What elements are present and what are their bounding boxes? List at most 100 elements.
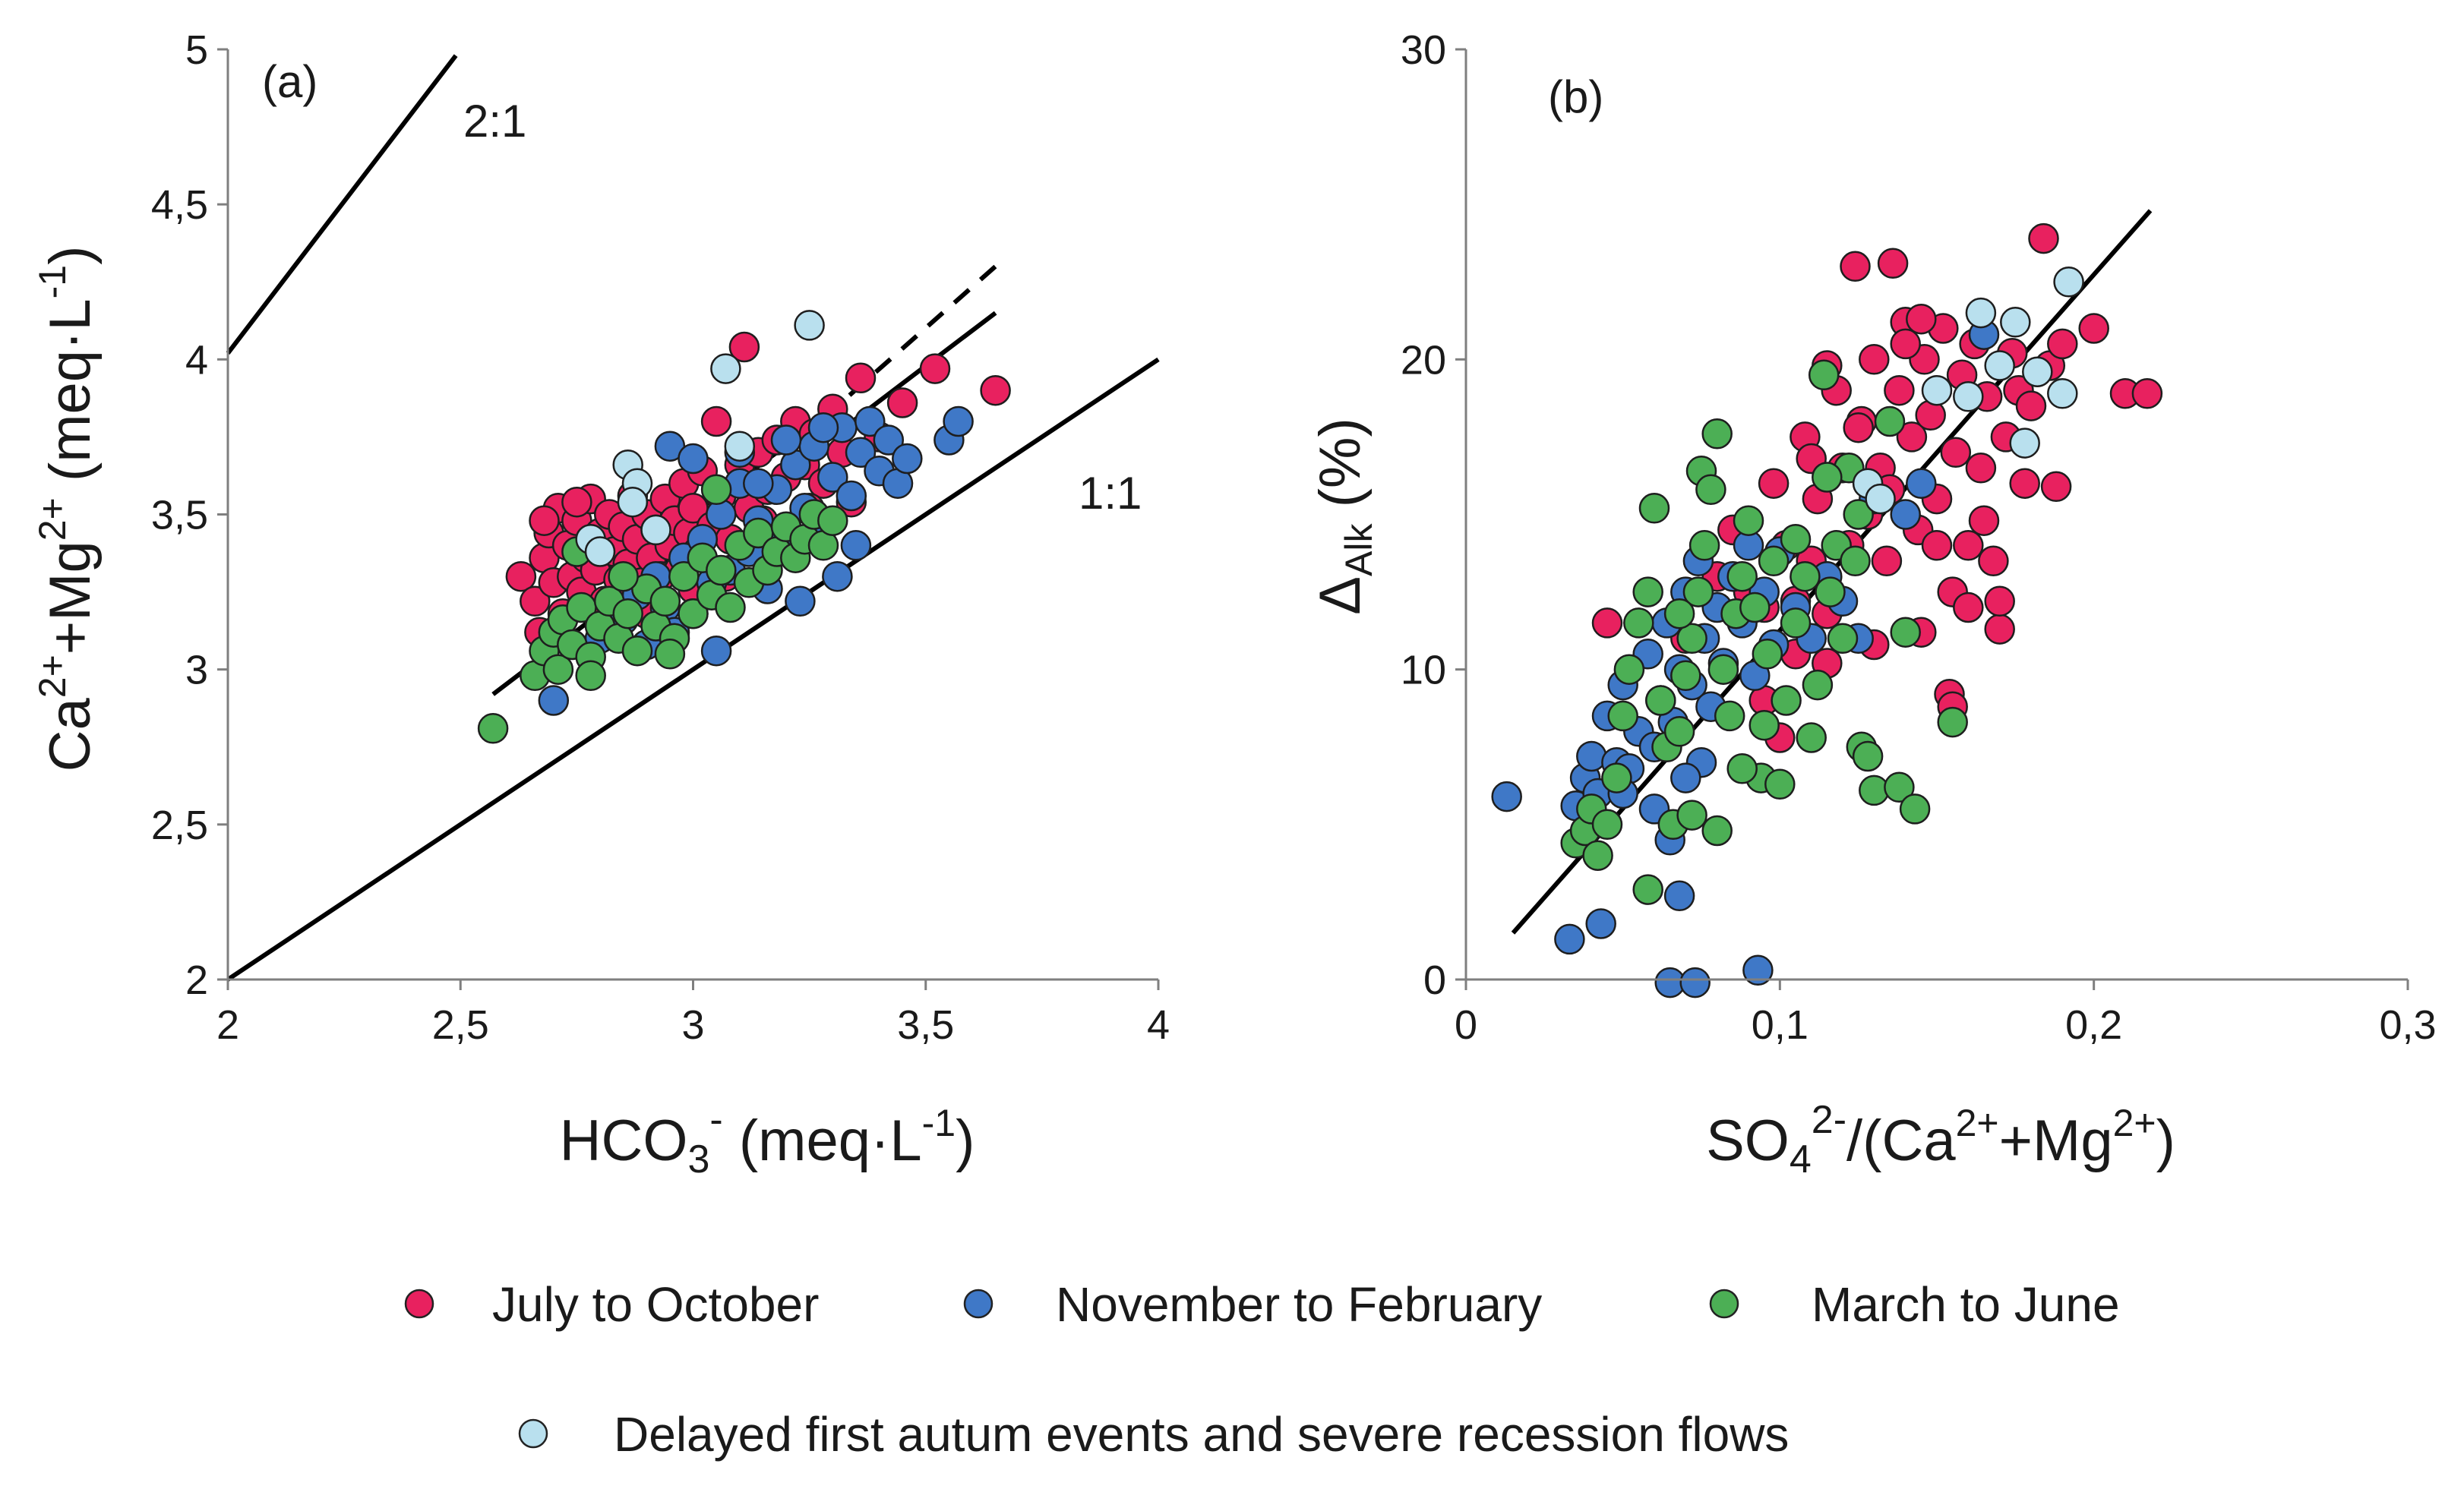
panel-a-y-axis-label: Ca2++Mg2+ (meq·L-1): [31, 246, 103, 772]
panel-b-point-july-oct-22: [1871, 545, 1903, 577]
panel-a-point-july-oct-43: [728, 331, 760, 363]
panel-a-point-mar-jun-19: [668, 560, 700, 592]
panel-b-point-mar-jun-3: [1582, 840, 1613, 871]
panel-a-reference-line-1: [226, 357, 1160, 982]
panel-a-y-tick-label: 2,5: [151, 803, 208, 848]
panel-b-point-mar-jun-49: [1899, 793, 1931, 825]
panel-b-point-delayed-2: [1921, 374, 1953, 406]
panel-b-point-mar-jun-58: [1843, 499, 1874, 530]
panel-a-x-tick-label: 3,5: [897, 1002, 954, 1048]
panel-b-point-nov-feb-43: [1906, 468, 1937, 499]
panel-b-point-delayed-3: [1953, 381, 1984, 412]
panel-b-point-july-oct-35: [1940, 437, 1972, 468]
panel-b-point-delayed-6: [2000, 307, 2031, 338]
panel-b-x-tick-label: 0,2: [2065, 1002, 2122, 1048]
panel-a-point-delayed-7: [724, 431, 756, 462]
panel-b-y-tick-label: 0: [1423, 957, 1446, 1003]
panel-a-reference-line-0: [226, 54, 458, 355]
panel-b-y-axis-label: ΔAlk (%): [1308, 418, 1380, 615]
panel-b-point-delayed-1: [1865, 483, 1896, 515]
panel-b-point-mar-jun-30: [1758, 545, 1790, 577]
panel-b-point-july-oct-66: [1984, 585, 2015, 617]
panel-a-reference-line-4: [822, 264, 997, 421]
panel-a-point-july-oct-56: [845, 362, 877, 394]
panel-a-point-july-oct-1: [520, 585, 551, 617]
panel-b-point-mar-jun-4: [1591, 809, 1623, 841]
panel-b-point-july-oct-52: [2078, 313, 2109, 344]
panel-b-point-mar-jun-47: [1884, 771, 1915, 803]
panel-b-point-july-oct-24: [1884, 374, 1915, 406]
panel-b-point-nov-feb-0: [1491, 781, 1522, 812]
panel-b-point-july-oct-48: [2028, 222, 2059, 254]
panel-b-point-mar-jun-29: [1752, 639, 1783, 670]
panel-a-x-tick-label: 4: [1147, 1002, 1170, 1048]
panel-b-point-mar-jun-8: [1623, 607, 1654, 639]
panel-a-point-nov-feb-0: [538, 685, 570, 716]
panel-b-point-mar-jun-32: [1771, 685, 1802, 716]
panel-b-point-july-oct-37: [1953, 530, 1984, 561]
panel-b-point-mar-jun-59: [1663, 598, 1695, 629]
panel-b-point-nov-feb-42: [1890, 499, 1921, 530]
panel-b-x-tick-label: 0: [1455, 1002, 1477, 1048]
panel-a-point-mar-jun-23: [700, 474, 732, 506]
panel-b-point-mar-jun-5: [1601, 762, 1632, 793]
panel-a-point-delayed-5: [640, 514, 671, 546]
panel-b-label: (b): [1548, 71, 1603, 122]
panel-b-point-mar-jun-15: [1670, 660, 1701, 692]
panel-a-point-nov-feb-28: [822, 560, 853, 592]
panel-a-x-tick-label: 2,5: [432, 1002, 489, 1048]
panel-a-x-tick-label: 2: [216, 1002, 239, 1048]
panel-b-point-mar-jun-52: [1676, 800, 1707, 831]
panel-b-point-july-oct-56: [1843, 412, 1874, 443]
panel-a-point-nov-feb-32: [845, 437, 877, 468]
legend-label-november-to-february: November to February: [1056, 1277, 1542, 1332]
panel-a-point-mar-jun-14: [621, 635, 653, 667]
panel-b-axes: [1464, 49, 2408, 981]
panel-a-point-nov-feb-35: [873, 424, 905, 456]
panel-a-y-tick-label: 5: [185, 27, 208, 73]
panel-a-x-tick-label: 3: [681, 1002, 704, 1048]
panel-a-point-nov-feb-30: [836, 480, 867, 512]
panel-b-point-mar-jun-9: [1632, 576, 1663, 607]
panel-b-point-delayed-4: [1965, 297, 1997, 329]
panel-b-point-mar-jun-23: [1714, 700, 1745, 732]
legend-label-july-to-october: July to October: [492, 1277, 819, 1332]
panel-a-point-mar-jun-17: [649, 585, 681, 617]
panel-b-point-july-oct-0: [1591, 607, 1623, 639]
panel-a-point-delayed-4: [617, 486, 649, 518]
panel-b-point-mar-jun-25: [1726, 560, 1758, 592]
panel-a-point-nov-feb-23: [785, 585, 816, 617]
panel-b-point-mar-jun-11: [1645, 685, 1676, 716]
panel-b-point-nov-feb-2: [1585, 908, 1616, 939]
panel-a-x-axis-label: HCO3- (meq·L-1): [560, 1098, 975, 1181]
panel-b-point-july-oct-51: [2047, 328, 2078, 360]
panel-a-point-delayed-8: [794, 310, 825, 341]
panel-a-point-mar-jun-39: [654, 639, 686, 670]
panel-a-point-mar-jun-37: [575, 660, 606, 692]
panel-b-y-tick-label: 30: [1401, 27, 1446, 73]
panel-b-point-july-oct-42: [1984, 614, 2015, 645]
panel-b-point-july-oct-63: [1890, 328, 1921, 360]
panel-b-point-mar-jun-19: [1688, 530, 1720, 561]
panel-a-point-delayed-1: [584, 536, 616, 567]
panel-b-point-delayed-10: [2053, 267, 2084, 298]
panel-b-point-nov-feb-9: [1576, 740, 1607, 772]
legend-marker-march-to-june: [1709, 1289, 1739, 1319]
panel-a-point-mar-jun-4: [542, 654, 574, 685]
panel-a-point-july-oct-60: [980, 374, 1011, 406]
panel-a-point-delayed-6: [710, 353, 741, 384]
panel-a-point-nov-feb-42: [770, 424, 802, 456]
panel-b-point-july-oct-20: [1859, 344, 1890, 375]
panel-b-point-july-oct-64: [1906, 303, 1937, 335]
panel-b-point-july-oct-46: [2009, 468, 2040, 499]
panel-b-point-mar-jun-50: [1937, 706, 1968, 738]
panel-b-point-delayed-8: [2022, 356, 2053, 387]
legend-label-delayed-first-autum-events: Delayed first autum events and severe re…: [614, 1407, 1789, 1462]
panel-b-point-mar-jun-31: [1764, 768, 1796, 800]
panel-b-point-nov-feb-1: [1554, 923, 1585, 955]
panel-b-point-mar-jun-36: [1802, 669, 1834, 701]
panel-a-point-nov-feb-27: [817, 462, 848, 493]
panel-b-point-mar-jun-10: [1638, 493, 1670, 524]
panel-b-point-july-oct-65: [1968, 505, 2000, 536]
panel-a-point-nov-feb-13: [700, 635, 732, 667]
